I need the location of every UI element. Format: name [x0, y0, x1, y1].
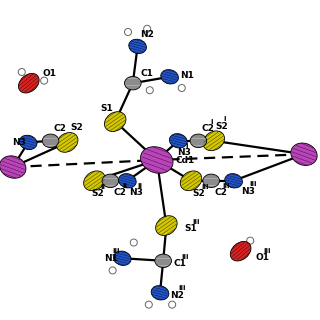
- Text: ii: ii: [137, 183, 142, 189]
- Ellipse shape: [169, 134, 187, 148]
- Ellipse shape: [129, 39, 147, 53]
- Text: C2: C2: [114, 188, 126, 197]
- Ellipse shape: [161, 70, 179, 84]
- Text: C2: C2: [54, 124, 67, 133]
- Text: i: i: [224, 116, 226, 122]
- Text: i: i: [210, 119, 212, 124]
- Text: S2: S2: [193, 189, 205, 198]
- Text: S2: S2: [92, 189, 105, 198]
- Text: C1: C1: [141, 69, 154, 78]
- Circle shape: [41, 77, 48, 84]
- Ellipse shape: [124, 76, 141, 90]
- Text: S2: S2: [70, 123, 83, 132]
- Ellipse shape: [118, 174, 136, 188]
- Ellipse shape: [113, 251, 131, 265]
- Text: iii: iii: [192, 219, 200, 225]
- Ellipse shape: [203, 131, 225, 151]
- Ellipse shape: [155, 254, 172, 268]
- Ellipse shape: [225, 174, 243, 188]
- Circle shape: [124, 28, 132, 36]
- Circle shape: [109, 267, 116, 274]
- Ellipse shape: [19, 73, 39, 93]
- Circle shape: [178, 84, 185, 92]
- Ellipse shape: [151, 286, 169, 300]
- Text: iii: iii: [182, 254, 189, 260]
- Ellipse shape: [230, 241, 251, 261]
- Ellipse shape: [140, 147, 173, 173]
- Ellipse shape: [0, 156, 26, 178]
- Ellipse shape: [203, 174, 220, 188]
- Ellipse shape: [84, 171, 105, 191]
- Text: C2: C2: [214, 188, 227, 197]
- Circle shape: [18, 68, 25, 76]
- Text: Cd1: Cd1: [175, 156, 195, 164]
- Ellipse shape: [104, 112, 126, 132]
- Text: iii: iii: [112, 248, 119, 254]
- Ellipse shape: [42, 134, 59, 148]
- Text: N2: N2: [140, 30, 154, 39]
- Text: O1: O1: [255, 253, 269, 262]
- Ellipse shape: [156, 216, 177, 236]
- Text: N3: N3: [12, 138, 26, 147]
- Text: N3: N3: [129, 188, 143, 197]
- Circle shape: [145, 301, 152, 308]
- Circle shape: [146, 87, 153, 94]
- Ellipse shape: [56, 132, 78, 152]
- Text: N1: N1: [104, 254, 117, 263]
- Ellipse shape: [102, 174, 119, 188]
- Text: S1: S1: [100, 104, 113, 113]
- Text: iii: iii: [179, 285, 186, 291]
- Circle shape: [247, 237, 254, 244]
- Text: ii: ii: [100, 184, 105, 189]
- Ellipse shape: [180, 171, 202, 191]
- Text: C2: C2: [202, 124, 214, 133]
- Text: iii: iii: [201, 184, 208, 189]
- Text: N3: N3: [241, 187, 254, 196]
- Circle shape: [144, 25, 151, 32]
- Text: iii: iii: [249, 181, 256, 187]
- Text: ii: ii: [122, 183, 127, 189]
- Circle shape: [169, 301, 176, 308]
- Text: S2: S2: [215, 122, 228, 131]
- Text: i: i: [185, 143, 188, 149]
- Text: iii: iii: [223, 183, 230, 189]
- Ellipse shape: [19, 135, 37, 149]
- Text: N3: N3: [177, 148, 190, 157]
- Ellipse shape: [190, 134, 207, 148]
- Text: C1: C1: [173, 260, 186, 268]
- Text: O1: O1: [42, 69, 56, 78]
- Text: S1: S1: [184, 224, 197, 233]
- Text: N1: N1: [180, 71, 194, 80]
- Text: iii: iii: [263, 248, 271, 253]
- Ellipse shape: [291, 143, 317, 165]
- Text: N2: N2: [170, 291, 184, 300]
- Circle shape: [130, 239, 137, 246]
